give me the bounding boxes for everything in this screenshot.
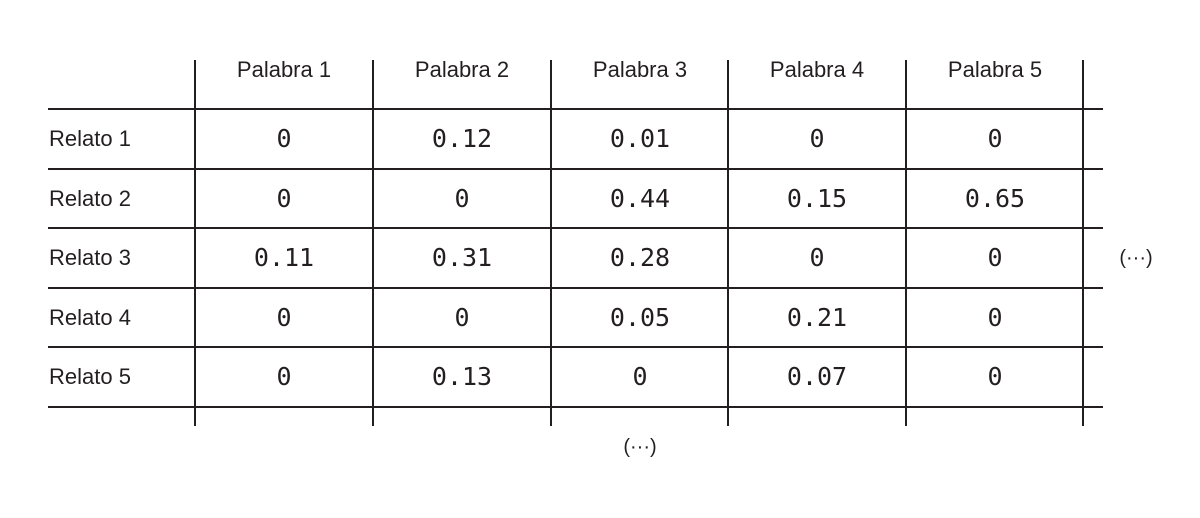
grid-line-vertical [1082, 60, 1084, 426]
table-cell: 0.65 [964, 184, 1026, 213]
table-cell: 0 [987, 243, 1003, 272]
grid-line-horizontal [48, 287, 1103, 289]
row-label: Relato 4 [49, 305, 131, 330]
column-header: Palabra 1 [236, 57, 332, 82]
grid-line-vertical [727, 60, 729, 426]
column-header: Palabra 2 [414, 57, 510, 82]
more-rows-ellipsis: (···) [623, 436, 657, 458]
table-cell: 0 [454, 303, 470, 332]
row-label: Relato 1 [49, 126, 131, 151]
table-cell: 0 [987, 362, 1003, 391]
grid-line-horizontal [48, 227, 1103, 229]
grid-line-vertical [194, 60, 196, 426]
table-cell: 0.28 [609, 243, 671, 272]
table-cell: 0 [809, 243, 825, 272]
grid-line-horizontal [48, 406, 1103, 408]
table-cell: 0.13 [431, 362, 493, 391]
table-cell: 0.12 [431, 124, 493, 153]
table-cell: 0 [454, 184, 470, 213]
table-cell: 0 [632, 362, 648, 391]
table-cell: 0.07 [786, 362, 848, 391]
column-header: Palabra 4 [769, 57, 865, 82]
table-cell: 0.01 [609, 124, 671, 153]
table-cell: 0.21 [786, 303, 848, 332]
table-cell: 0.31 [431, 243, 493, 272]
table-cell: 0 [987, 124, 1003, 153]
table-cell: 0.11 [253, 243, 315, 272]
table-cell: 0 [987, 303, 1003, 332]
table-cell: 0 [809, 124, 825, 153]
grid-line-vertical [905, 60, 907, 426]
grid-line-horizontal [48, 346, 1103, 348]
table-cell: 0.44 [609, 184, 671, 213]
grid-line-vertical [372, 60, 374, 426]
table-cell: 0 [276, 303, 292, 332]
grid-line-horizontal [48, 108, 1103, 110]
row-label: Relato 5 [49, 364, 131, 389]
row-label: Relato 3 [49, 245, 131, 270]
row-label: Relato 2 [49, 186, 131, 211]
column-header: Palabra 3 [592, 57, 688, 82]
grid-line-vertical [550, 60, 552, 426]
table-cell: 0 [276, 184, 292, 213]
table-cell: 0.15 [786, 184, 848, 213]
table-cell: 0 [276, 362, 292, 391]
grid-line-horizontal [48, 168, 1103, 170]
table-cell: 0.05 [609, 303, 671, 332]
table-cell: 0 [276, 124, 292, 153]
more-columns-ellipsis: (···) [1119, 247, 1153, 269]
column-header: Palabra 5 [947, 57, 1043, 82]
